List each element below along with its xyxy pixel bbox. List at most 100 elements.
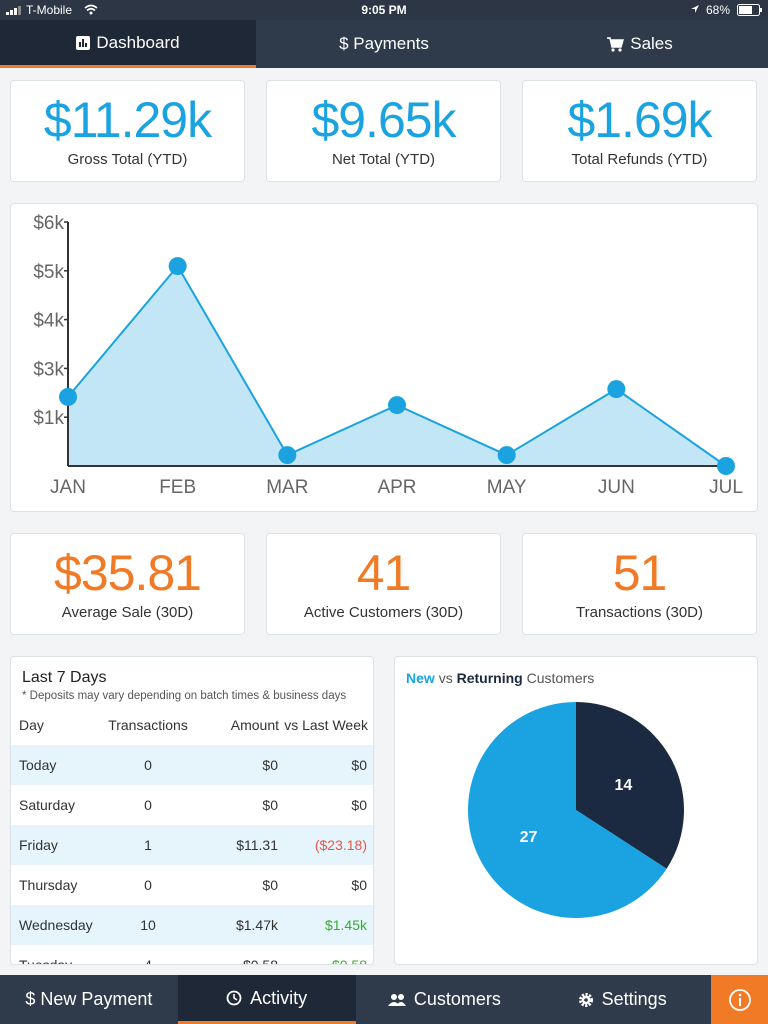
line-chart: $1k $3k $4k $5k $6k JAN FEB MAR APR MAY JUN JUL — [33, 213, 743, 498]
chart-icon — [76, 35, 91, 50]
wifi-icon — [84, 4, 98, 15]
pie-title-vs: vs — [438, 670, 453, 686]
point — [497, 446, 516, 465]
tab-dashboard[interactable]: Dashboard — [0, 20, 256, 68]
kpi-card: 41 Active Customers (30D) — [266, 533, 501, 635]
table-cell: $0 — [351, 757, 367, 773]
column-header: Transactions — [108, 717, 188, 733]
kpi-label: Average Sale (30D) — [61, 604, 194, 621]
kpi-value: 41 — [356, 545, 412, 601]
table-cell: ($23.18) — [314, 837, 367, 853]
kpi-card: $35.81 Average Sale (30D) — [10, 533, 245, 635]
tab-sales[interactable]: Sales — [512, 20, 768, 68]
table-cell: 4 — [144, 957, 152, 965]
table-row: Tuesday 4 $0.58 $0.58 — [11, 945, 373, 965]
kpi-label: Gross Total (YTD) — [67, 151, 188, 168]
table-cell: 1 — [144, 837, 152, 853]
tab-label: Settings — [601, 989, 667, 1009]
x-tick-label: MAR — [266, 477, 308, 498]
cart-icon — [607, 36, 625, 52]
x-tick-label: JUL — [709, 477, 743, 498]
y-tick-label: $4k — [33, 311, 64, 332]
table-cell: 0 — [144, 797, 152, 813]
table-row: Wednesday 10 $1.47k $1.45k — [11, 905, 373, 945]
table-cell: $0.58 — [242, 957, 278, 965]
table-row: Saturday 0 $0 $0 — [11, 785, 373, 825]
point — [607, 380, 626, 399]
battery-icon — [737, 4, 762, 16]
people-icon — [387, 993, 406, 1006]
table-row: Thursday 0 $0 $0 — [11, 865, 373, 905]
x-tick-label: FEB — [159, 477, 196, 498]
last-7-days-card: Last 7 Days * Deposits may vary dependin… — [10, 656, 374, 965]
table-cell: Saturday — [19, 797, 76, 813]
kpi-card: 51 Transactions (30D) — [522, 533, 757, 635]
table-row: Friday 1 $11.31 ($23.18) — [11, 825, 373, 865]
kpi-value: $1.69k — [567, 92, 712, 148]
tab-customers[interactable]: Customers — [356, 975, 534, 1024]
tab-new-payment[interactable]: $ New Payment — [0, 975, 178, 1024]
tab-label: Sales — [630, 34, 673, 53]
point — [168, 257, 187, 276]
kpi-label: Active Customers (30D) — [303, 604, 464, 621]
info-icon — [728, 988, 751, 1011]
tab-settings[interactable]: Settings — [533, 975, 711, 1024]
tab-activity[interactable]: Activity — [177, 975, 356, 1024]
table-cell: Wednesday — [19, 917, 93, 933]
carrier: T-Mobile — [26, 3, 73, 17]
kpi-label: Net Total (YTD) — [331, 151, 436, 168]
kpi-value: $35.81 — [54, 545, 202, 601]
table-cell: $11.31 — [236, 837, 278, 853]
x-tick-label: APR — [377, 477, 416, 498]
clock-icon — [226, 990, 242, 1006]
table-title: Last 7 Days — [22, 669, 107, 686]
slice-label: 14 — [615, 777, 633, 794]
kpi-card: $11.29k Gross Total (YTD) — [10, 80, 245, 182]
y-tick-label: $5k — [33, 262, 64, 283]
bottom-tabs: $ New Payment Activity Customers Setting… — [0, 975, 768, 1024]
table-cell: 0 — [144, 757, 152, 773]
point — [717, 457, 735, 475]
pie-slice — [468, 702, 667, 918]
x-tick-label: JAN — [50, 477, 86, 498]
pie-title-customers: Customers — [526, 670, 595, 686]
point — [388, 396, 406, 415]
location-icon — [691, 5, 699, 13]
kpi-value: $11.29k — [43, 92, 212, 148]
area — [68, 266, 726, 466]
gear-icon — [578, 992, 593, 1007]
info-button[interactable] — [711, 975, 768, 1024]
y-tick-label: $6k — [33, 213, 64, 234]
tab-label: Dashboard — [96, 32, 180, 52]
pie-slice — [576, 702, 684, 869]
table-cell: Today — [19, 757, 57, 773]
signal-icon — [6, 6, 21, 15]
tab-label: $ Payments — [339, 34, 429, 53]
tab-label: Customers — [413, 989, 501, 1009]
table-cell: Thursday — [19, 877, 78, 893]
pie-chart: 14 27 — [468, 702, 684, 918]
y-tick-label: $1k — [33, 408, 64, 429]
point — [59, 387, 77, 406]
kpi-value: 51 — [612, 545, 668, 601]
table-cell: $0 — [262, 877, 278, 893]
table-cell: 10 — [140, 917, 156, 933]
table-cell: $0 — [351, 797, 367, 813]
table: Day Transactions Amount vs Last Week Today 0 $… — [11, 705, 373, 965]
table-cell: $0.58 — [331, 957, 367, 965]
tab-payments[interactable]: $ Payments — [256, 20, 512, 68]
table-cell: $0 — [262, 797, 278, 813]
slice-label: 27 — [520, 829, 538, 846]
table-cell: Tuesday — [19, 957, 73, 965]
pie-title-returning: Returning — [456, 670, 523, 686]
pie-title-new: New — [406, 670, 435, 686]
top-tabs: Dashboard $ Payments Sales — [0, 20, 768, 68]
table-cell: $0 — [262, 757, 278, 773]
table-cell: $0 — [351, 877, 367, 893]
status-bar: T-Mobile 9:05 PM 68% — [0, 0, 768, 20]
column-header: vs Last Week — [284, 717, 368, 733]
table-cell: 0 — [144, 877, 152, 893]
battery-percent: 68% — [706, 3, 731, 17]
y-tick-label: $3k — [33, 359, 64, 380]
table-header: Day Transactions Amount vs Last Week — [11, 705, 373, 745]
